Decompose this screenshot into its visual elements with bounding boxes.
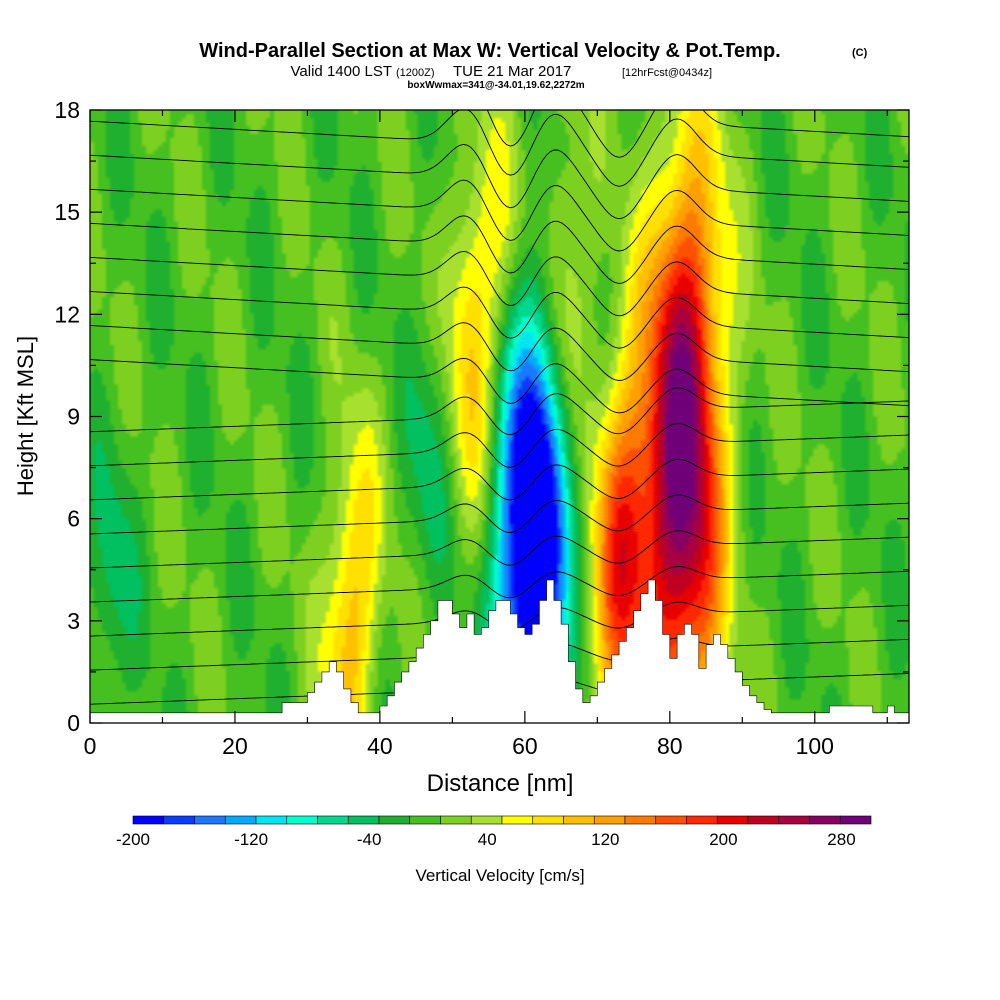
colorbar-swatch [839, 815, 872, 825]
colorbar-swatch [224, 815, 257, 825]
colorbar-swatch [286, 815, 318, 825]
y-axis-label: Height [Kft MSL] [13, 336, 38, 496]
colorbar-tick-label: -40 [357, 830, 382, 849]
colorbar-swatch [655, 815, 687, 825]
colorbar-swatch [317, 815, 349, 825]
isentrope-line [90, 530, 909, 569]
y-tick-label: 12 [54, 301, 80, 327]
colorbar-swatch [809, 815, 841, 825]
isentrope-line [90, 494, 909, 535]
chart-title: Wind-Parallel Section at Max W: Vertical… [199, 40, 780, 62]
chart-subtitle: Valid 1400 LST (1200Z) TUE 21 Mar 2017 [… [291, 63, 713, 80]
colorbar-swatch [716, 815, 749, 825]
x-tick-label: 60 [512, 733, 538, 759]
colorbar-swatch [409, 815, 441, 825]
x-tick-label: 40 [367, 733, 393, 759]
colorbar-swatch [532, 815, 564, 825]
y-tick-label: 15 [54, 199, 80, 225]
y-tick-label: 18 [54, 97, 80, 123]
isentrope-line [90, 322, 909, 381]
isentrope-line [90, 110, 909, 187]
potential-temperature-contours [90, 110, 909, 705]
colorbar-tick-label: 120 [591, 830, 619, 849]
box-max-info: boxWwmax=341@-34.01,19.62,2272m [407, 80, 584, 91]
isentrope-line [90, 179, 909, 252]
colorbar-swatch [593, 815, 626, 825]
isentrope-line [486, 110, 909, 158]
colorbar-swatch [255, 815, 288, 825]
isentrope-line [90, 566, 909, 603]
plot-area [90, 110, 909, 723]
subtitle-valid: Valid 1400 LST [291, 63, 392, 80]
y-tick-label: 0 [67, 710, 80, 736]
colorbar-swatch [501, 815, 534, 825]
x-tick-label: 80 [657, 733, 683, 759]
x-tick-label: 0 [84, 733, 97, 759]
colorbar-swatch [624, 815, 657, 825]
colorbar-swatch [194, 815, 226, 825]
y-tick-label: 9 [67, 404, 80, 430]
colorbar-tick-label: -200 [116, 830, 150, 849]
x-axis-ticks: 0 20 40 60 80 100 [84, 110, 888, 759]
colorbar [132, 815, 872, 825]
isentrope-line [90, 144, 909, 220]
subtitle-date: TUE 21 Mar 2017 [453, 63, 571, 80]
colorbar-tick-labels: -200 -120 -40 40 120 200 280 [116, 830, 856, 849]
isentrope-line [90, 250, 909, 317]
colorbar-swatch [470, 815, 503, 825]
isentrope-line [90, 286, 909, 349]
colorbar-swatch [778, 815, 810, 825]
x-tick-label: 20 [222, 733, 248, 759]
colorbar-swatch [747, 815, 780, 825]
isentrope-line [90, 387, 909, 436]
colorbar-swatch [686, 815, 718, 825]
isentrope-line [90, 215, 909, 284]
colorbar-swatch [163, 815, 195, 825]
terrain-profile [90, 579, 909, 723]
y-axis-ticks: 0 3 6 9 12 15 18 [54, 97, 909, 736]
colorbar-tick-label: 40 [478, 830, 497, 849]
isentrope-line [90, 357, 909, 414]
subtitle-zulu: (1200Z) [396, 67, 435, 79]
colorbar-swatch [132, 815, 165, 825]
colorbar-tick-label: -120 [234, 830, 268, 849]
isentrope-line [90, 423, 909, 468]
colorbar-swatch [347, 815, 380, 825]
colorbar-tick-label: 280 [827, 830, 855, 849]
colorbar-tick-label: 200 [709, 830, 737, 849]
colorbar-swatch [563, 815, 595, 825]
y-tick-label: 3 [67, 608, 80, 634]
colorbar-swatch [440, 815, 472, 825]
subtitle-forecast: [12hrFcst@0434z] [622, 67, 712, 79]
x-tick-label: 100 [796, 733, 834, 759]
colorbar-swatch [378, 815, 411, 825]
y-tick-label: 6 [67, 506, 80, 532]
isentrope-line [90, 458, 909, 501]
chart-title-mark: (C) [852, 47, 868, 59]
colorbar-label: Vertical Velocity [cm/s] [415, 866, 584, 885]
x-axis-label: Distance [nm] [427, 770, 574, 797]
